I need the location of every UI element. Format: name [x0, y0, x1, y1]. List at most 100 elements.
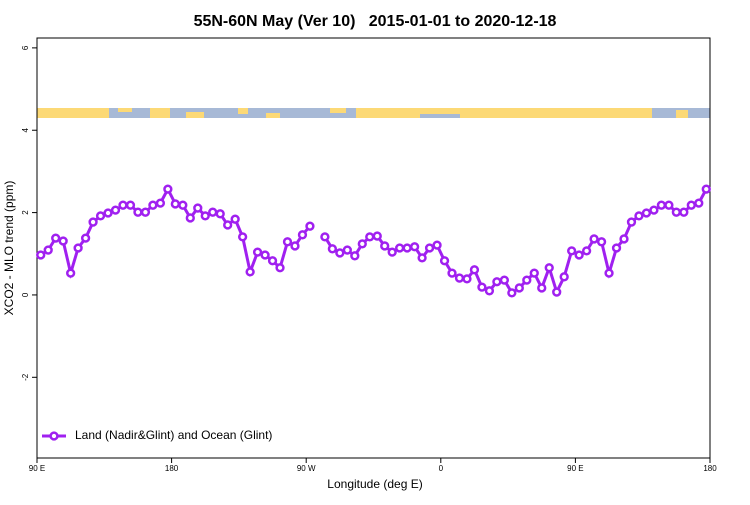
data-point [395, 243, 405, 253]
data-point [230, 214, 240, 224]
data-point [559, 272, 569, 282]
data-point [88, 217, 98, 227]
data-point [282, 237, 293, 247]
y-tick-label: -2 [21, 373, 30, 381]
data-point [118, 200, 128, 210]
data-point [589, 234, 599, 244]
data-point [514, 283, 524, 293]
data-point [567, 246, 577, 256]
data-point [402, 243, 412, 253]
data-point [462, 274, 472, 284]
x-tick-label: 180 [165, 464, 179, 473]
data-point [626, 217, 637, 227]
data-point [417, 253, 427, 263]
x-tick-label: 90 E [29, 464, 45, 473]
data-point [380, 241, 390, 251]
data-point [664, 200, 674, 210]
y-tick-label: 2 [21, 210, 30, 215]
data-point [469, 265, 480, 275]
data-point [649, 205, 659, 215]
data-point [552, 287, 562, 297]
legend-label: Land (Nadir&Glint) and Ocean (Glint) [75, 428, 272, 442]
y-tick-label: 4 [21, 127, 30, 132]
y-tick-label: 0 [21, 292, 30, 297]
data-point [103, 208, 113, 218]
data-point [656, 200, 667, 210]
data-point [477, 282, 487, 292]
x-tick-label: 90 E [567, 464, 583, 473]
data-point [499, 275, 510, 285]
data-point [290, 241, 300, 251]
x-tick-label: 90 W [297, 464, 316, 473]
data-point [350, 251, 360, 261]
data-point [267, 256, 278, 266]
data-point [297, 230, 308, 240]
data-point [327, 244, 338, 254]
data-point [335, 248, 345, 258]
data-point [237, 232, 248, 242]
data-point [73, 243, 83, 253]
data-point [694, 198, 704, 208]
data-point [507, 288, 517, 298]
data-point [223, 220, 233, 230]
data-point [275, 263, 285, 273]
data-point [170, 199, 180, 209]
y-tick-label: 6 [21, 45, 30, 50]
data-point [679, 207, 689, 217]
data-point [36, 250, 46, 260]
x-axis-label: Longitude (deg E) [327, 477, 422, 491]
data-point [701, 184, 711, 194]
data-point [148, 200, 158, 210]
data-point [611, 243, 622, 253]
data-point [260, 250, 270, 260]
data-point [110, 205, 121, 215]
x-tick-label: 0 [439, 464, 444, 473]
data-point [544, 263, 554, 273]
data-point [537, 283, 547, 293]
data-point [409, 242, 420, 252]
data-point [447, 268, 457, 278]
data-point [365, 232, 375, 242]
plot-frame [36, 37, 711, 459]
legend-marker [49, 431, 59, 441]
data-point [163, 184, 173, 194]
data-point [574, 250, 584, 260]
data-point [252, 247, 263, 257]
data-point [529, 268, 539, 278]
data-point [604, 268, 614, 278]
data-point [454, 273, 465, 283]
data-point [178, 200, 188, 210]
data-point [133, 207, 143, 217]
data-point [522, 275, 532, 285]
data-point [140, 207, 151, 217]
data-point [80, 233, 91, 243]
data-point [596, 237, 607, 247]
data-point [125, 200, 136, 210]
data-point [95, 211, 106, 221]
data-point [357, 239, 367, 249]
data-point [208, 207, 218, 217]
data-point [305, 221, 315, 231]
data-point [439, 256, 450, 266]
data-point [320, 232, 330, 242]
y-axis-label: XCO2 - MLO trend (ppm) [2, 181, 16, 316]
series-line [39, 185, 708, 297]
data-point [51, 233, 61, 243]
data-point [484, 286, 495, 296]
data-point [193, 203, 203, 213]
data-point [634, 211, 644, 221]
data-point [372, 231, 382, 241]
data-point [424, 243, 435, 253]
data-point [66, 268, 76, 278]
chart-title: 55N-60N May (Ver 10) 2015-01-01 to 2020-… [194, 13, 557, 30]
map-band [37, 108, 710, 118]
data-point [686, 200, 696, 210]
data-point [671, 207, 681, 217]
data-point [155, 198, 166, 208]
data-point [619, 234, 629, 244]
data-point [215, 209, 225, 219]
data-point [185, 213, 195, 223]
data-point [58, 236, 68, 246]
